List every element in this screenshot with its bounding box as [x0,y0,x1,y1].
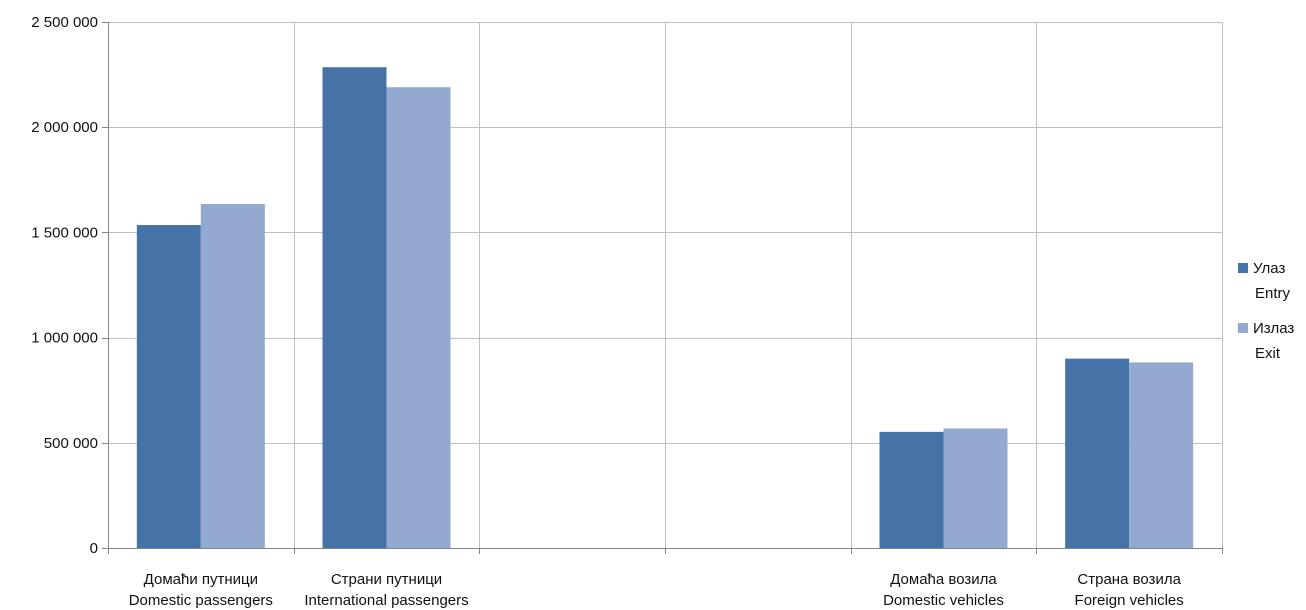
x-axis-categories: Домаћи путници Domestic passengers Страни … [129,571,1184,609]
bar-exit-4 [943,428,1008,548]
y-tick-label: 1 000 000 [31,330,98,347]
y-tick-label: 500 000 [44,435,98,452]
legend-label: Улаз [1253,260,1285,277]
bar-exit-1 [386,87,451,548]
bar-entry-4 [879,431,944,548]
legend-swatch-exit [1238,323,1248,333]
grid-lines [108,22,1223,548]
x-category-label: Domestic vehicles [883,592,1004,609]
axes [102,22,1223,554]
x-category-label: Страна возила [1077,571,1181,588]
y-tick-label: 2 500 000 [31,14,98,31]
x-category-label: Домаћа возила [890,571,997,588]
x-category-label: Страни путници [331,571,442,588]
bar-entry-5 [1065,358,1130,548]
bar-exit-0 [200,203,265,548]
x-category-label: Домаћи путници [144,571,258,588]
y-axis-ticks: 0 500 000 1 000 000 1 500 000 2 000 000 2 500… [31,14,98,557]
legend: Улаз Entry Излаз Exit [1238,260,1294,362]
x-category-label: International passengers [304,592,468,609]
x-category-label: Domestic passengers [129,592,273,609]
legend-label: Entry [1255,285,1291,302]
legend-swatch-entry [1238,263,1248,273]
bar-entry-1 [322,67,387,549]
y-tick-label: 2 000 000 [31,119,98,136]
legend-label: Exit [1255,345,1281,362]
x-category-label: Foreign vehicles [1075,592,1184,609]
y-tick-label: 0 [90,540,98,557]
bar-exit-5 [1129,362,1194,548]
bars [136,67,1194,549]
legend-label: Излаз [1253,320,1294,337]
y-tick-label: 1 500 000 [31,224,98,241]
bar-entry-0 [136,225,201,548]
